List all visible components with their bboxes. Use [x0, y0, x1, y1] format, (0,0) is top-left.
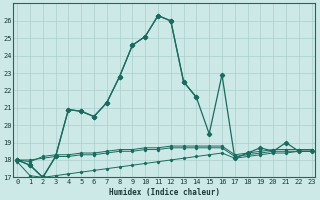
X-axis label: Humidex (Indice chaleur): Humidex (Indice chaleur)	[109, 188, 220, 197]
